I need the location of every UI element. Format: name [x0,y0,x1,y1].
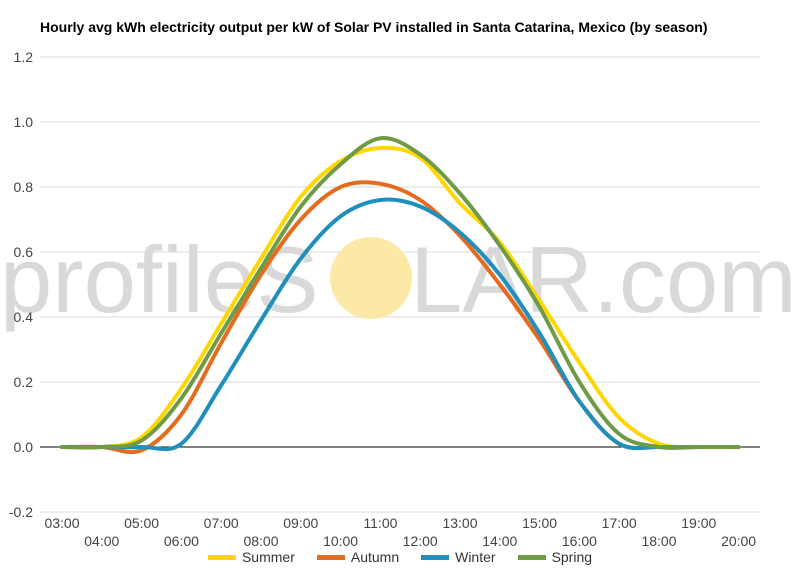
legend-item-autumn[interactable]: Autumn [316,549,400,565]
x-tick-label: 03:00 [44,515,79,531]
y-tick-label: 0.0 [14,439,34,455]
legend-swatch [316,554,345,560]
y-tick-label: 1.2 [14,49,34,65]
y-tick-label: 0.2 [14,374,34,390]
legend-swatch [207,554,236,560]
y-tick-label: 0.4 [14,309,34,325]
watermark-sun-icon [330,237,412,319]
watermark: profileS LAR.com [0,227,797,332]
chart-title: Hourly avg kWh electricity output per kW… [40,19,708,35]
y-tick-label: -0.2 [9,504,33,520]
x-tick-label: 05:00 [124,515,159,531]
x-tick-label: 20:00 [721,533,756,549]
y-tick-label: 0.8 [14,179,34,195]
legend-swatch [517,554,546,560]
x-tick-label: 04:00 [84,533,119,549]
y-tick-label: 0.6 [14,244,34,260]
series-line-winter [60,197,741,452]
x-tick-label: 08:00 [243,533,278,549]
x-tick-label: 06:00 [164,533,199,549]
legend-label: Autumn [350,549,400,565]
x-tick-label: 15:00 [522,515,557,531]
legend-label: Winter [455,549,496,565]
x-tick-label: 11:00 [363,515,397,531]
series-line-summer [60,145,741,450]
legend-item-spring[interactable]: Spring [517,549,593,565]
x-tick-label: 14:00 [482,533,517,549]
legend-label: Spring [551,549,593,565]
legend-label: Summer [241,549,295,565]
x-tick-label: 07:00 [204,515,239,531]
series-lines [60,136,741,455]
series-line-spring [60,136,741,450]
legend: Summer Autumn Winter Spring [0,549,800,565]
legend-item-winter[interactable]: Winter [421,549,496,565]
x-tick-label: 10:00 [323,533,358,549]
x-tick-label: 09:00 [283,515,318,531]
x-tick-label: 16:00 [562,533,597,549]
y-tick-label: 1.0 [14,114,34,130]
x-tick-label: 13:00 [442,515,477,531]
x-tick-label: 18:00 [641,533,676,549]
y-axis-ticks: -0.2 0.0 0.2 0.4 0.6 0.8 1.0 1.2 [9,49,33,520]
x-tick-label: 12:00 [403,533,438,549]
x-tick-label: 17:00 [602,515,637,531]
legend-swatch [421,554,450,560]
x-tick-label: 19:00 [681,515,716,531]
legend-item-summer[interactable]: Summer [207,549,295,565]
